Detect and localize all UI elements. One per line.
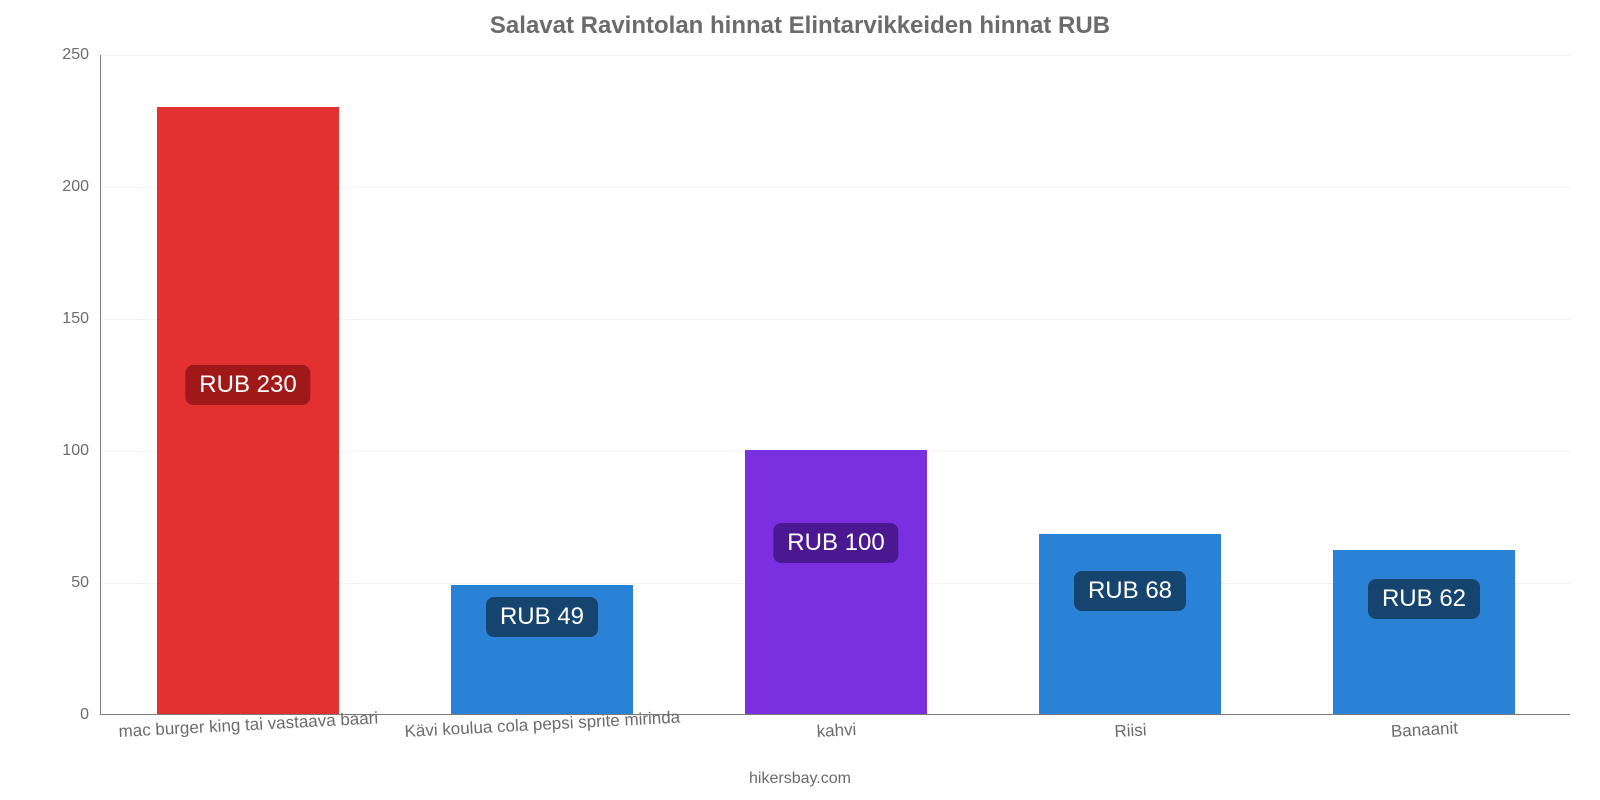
bar xyxy=(1039,534,1221,714)
plot-area: 050100150200250RUB 230mac burger king ta… xyxy=(100,55,1570,715)
y-tick-label: 150 xyxy=(29,310,89,328)
x-tick-label: kahvi xyxy=(816,720,857,742)
y-tick-label: 200 xyxy=(29,178,89,196)
gridline xyxy=(101,55,1570,56)
value-badge: RUB 100 xyxy=(773,523,898,563)
bar xyxy=(745,450,927,714)
value-badge: RUB 68 xyxy=(1074,571,1186,611)
x-tick-label: Riisi xyxy=(1114,720,1147,742)
attribution-text: hikersbay.com xyxy=(0,770,1600,788)
value-badge: RUB 62 xyxy=(1368,579,1480,619)
chart-title: Salavat Ravintolan hinnat Elintarvikkeid… xyxy=(0,12,1600,40)
value-badge: RUB 49 xyxy=(486,597,598,637)
bar xyxy=(1333,550,1515,714)
x-tick-label: Banaanit xyxy=(1390,718,1458,741)
y-tick-label: 250 xyxy=(29,46,89,64)
price-bar-chart: Salavat Ravintolan hinnat Elintarvikkeid… xyxy=(0,0,1600,800)
value-badge: RUB 230 xyxy=(185,365,310,405)
y-tick-label: 50 xyxy=(29,574,89,592)
y-tick-label: 100 xyxy=(29,442,89,460)
bar xyxy=(157,107,339,714)
y-tick-label: 0 xyxy=(29,706,89,724)
